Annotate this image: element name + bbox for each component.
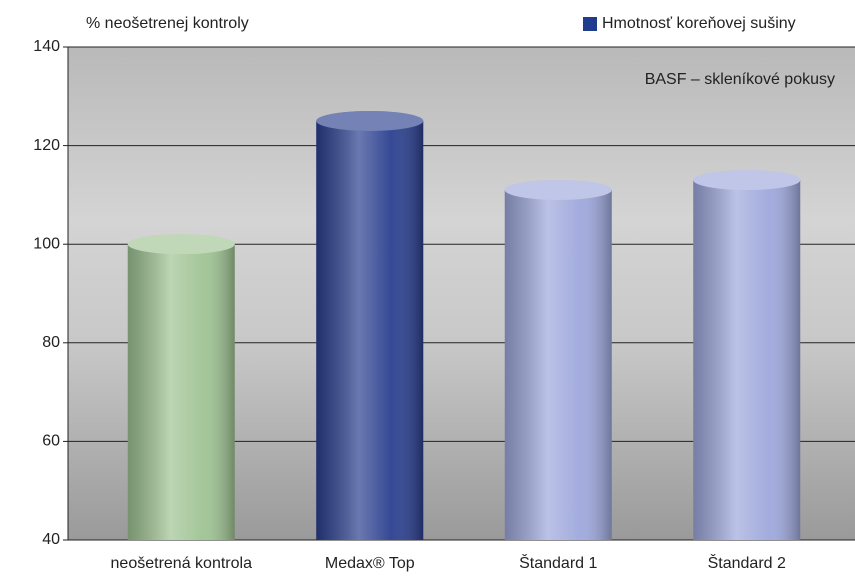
y-tick-label: 100 xyxy=(33,235,60,252)
bar-cap-highlight xyxy=(316,110,424,131)
bar-cap xyxy=(504,179,612,200)
y-tick-label: 80 xyxy=(42,334,60,351)
bar-cap xyxy=(693,170,801,191)
bar-shade xyxy=(316,120,424,540)
x-tick-label: Medax® Top xyxy=(325,555,415,572)
x-tick-label: Štandard 2 xyxy=(708,553,786,572)
bar-cap xyxy=(316,110,424,131)
legend-label: Hmotnosť koreňovej sušiny xyxy=(602,15,796,32)
x-tick-label: Štandard 1 xyxy=(519,553,597,572)
y-axis-label: % neošetrenej kontroly xyxy=(86,15,249,32)
bar-shade xyxy=(127,244,235,540)
y-tick-label: 40 xyxy=(42,531,60,548)
bar-cap-highlight xyxy=(504,179,612,200)
bar-cap-highlight xyxy=(693,170,801,191)
bar-shade xyxy=(693,180,801,541)
y-tick-label: 140 xyxy=(33,38,60,55)
y-tick-label: 60 xyxy=(42,433,60,450)
legend-swatch xyxy=(583,17,597,31)
bar-shade xyxy=(504,189,612,540)
annotation: BASF – skleníkové pokusy xyxy=(645,71,835,88)
y-tick-label: 120 xyxy=(33,137,60,154)
bar-cap xyxy=(127,234,235,255)
x-tick-label: neošetrená kontrola xyxy=(111,555,253,572)
bar-cap-highlight xyxy=(127,234,235,255)
